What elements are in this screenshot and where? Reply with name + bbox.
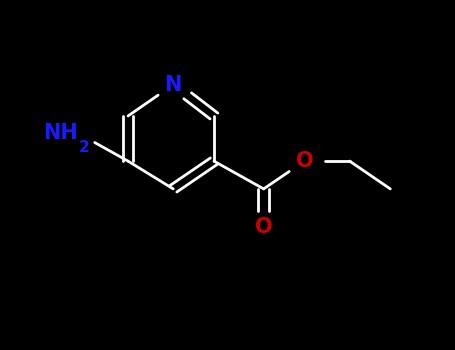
Text: O: O bbox=[296, 151, 313, 171]
Text: 2: 2 bbox=[79, 140, 90, 155]
Text: N: N bbox=[165, 75, 182, 95]
Text: NH: NH bbox=[44, 123, 78, 144]
Text: O: O bbox=[255, 217, 273, 237]
